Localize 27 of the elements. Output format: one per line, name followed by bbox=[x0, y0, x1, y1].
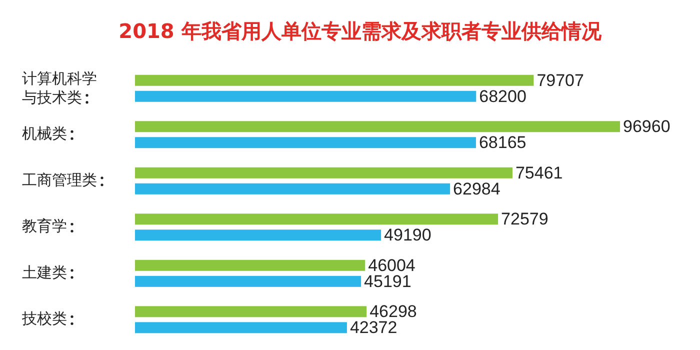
y-tick-label: 机械类 bbox=[22, 124, 67, 143]
bar bbox=[135, 121, 620, 132]
bar bbox=[135, 74, 534, 86]
data-label: 68200 bbox=[479, 86, 526, 106]
bar bbox=[135, 306, 367, 318]
data-label: 62984 bbox=[453, 179, 500, 198]
bar bbox=[135, 230, 382, 241]
y-tick-label: 工商管理类 bbox=[22, 170, 97, 189]
data-label: 96960 bbox=[623, 117, 670, 136]
bar bbox=[135, 183, 450, 194]
data-label: 68165 bbox=[478, 133, 526, 152]
y-tick-label: 教育学 bbox=[22, 217, 67, 236]
data-label: 79707 bbox=[536, 70, 584, 90]
bar bbox=[135, 214, 498, 225]
bar bbox=[135, 276, 362, 287]
bar bbox=[135, 260, 366, 271]
data-label: 72579 bbox=[501, 210, 548, 229]
y-tick-label: 计算机科学与技术类 bbox=[22, 69, 97, 106]
bar bbox=[135, 137, 476, 148]
y-tick-label: 土建类 bbox=[22, 263, 67, 282]
bar bbox=[135, 90, 476, 102]
data-label: 49190 bbox=[384, 226, 432, 245]
data-label: 75461 bbox=[515, 163, 563, 182]
chart-title: 2018 年我省用人单位专业需求及求职者专业供给情况 bbox=[118, 19, 602, 43]
bar bbox=[135, 167, 512, 178]
bar bbox=[135, 322, 347, 334]
y-tick-label: 技校类 bbox=[21, 310, 67, 328]
